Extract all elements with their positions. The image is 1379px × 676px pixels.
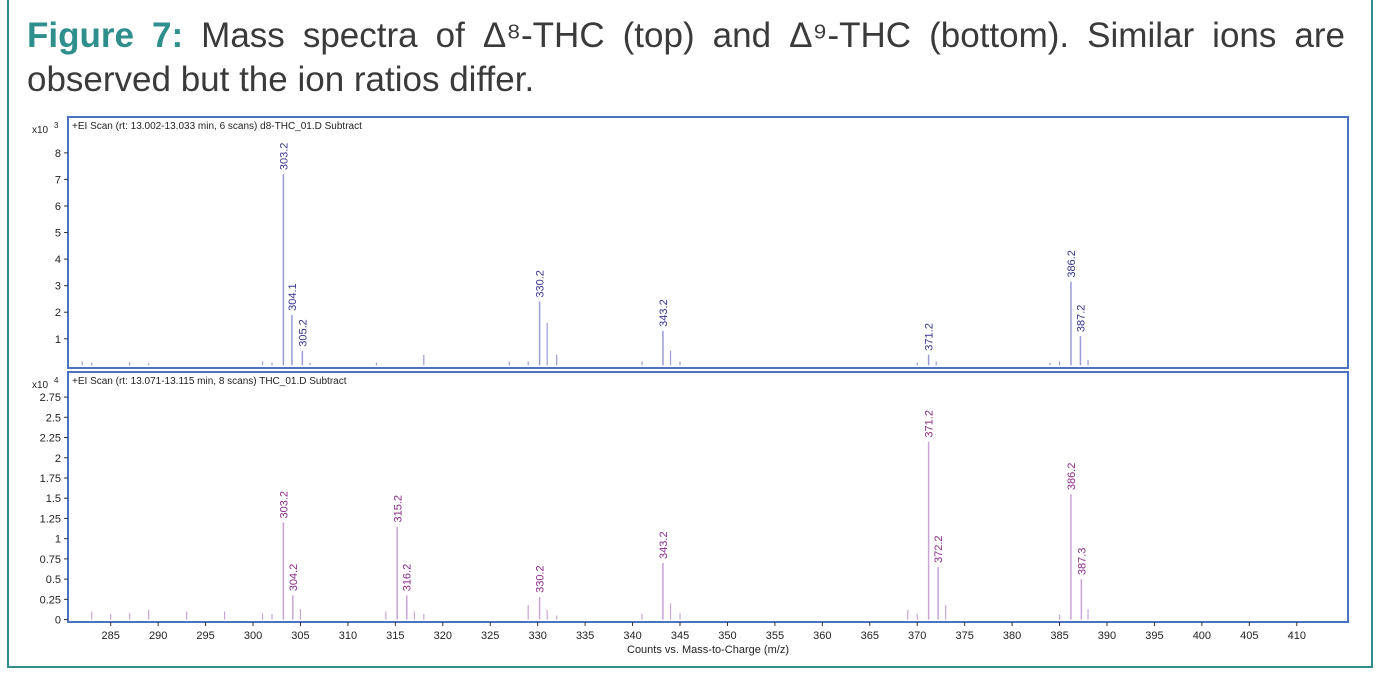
caption-label: Figure 7: bbox=[27, 16, 184, 55]
y-tick-label: 3 bbox=[55, 281, 61, 293]
x-tick-label: 315 bbox=[386, 630, 404, 642]
y-scale: x10 bbox=[32, 125, 49, 136]
y-tick-label: 0.5 bbox=[46, 574, 61, 586]
peak-label: 304.2 bbox=[288, 564, 300, 592]
peak-label: 387.3 bbox=[1076, 548, 1088, 576]
peak-label: 386.2 bbox=[1066, 463, 1078, 491]
x-tick-label: 355 bbox=[766, 630, 784, 642]
peak-label: 371.2 bbox=[924, 410, 936, 438]
x-tick-label: 305 bbox=[291, 630, 309, 642]
panel-frame bbox=[67, 116, 1349, 369]
peak-label: 304.1 bbox=[287, 283, 299, 311]
x-tick-label: 395 bbox=[1145, 630, 1163, 642]
x-tick-label: 320 bbox=[434, 630, 452, 642]
x-tick-label: 380 bbox=[1003, 630, 1021, 642]
peak-label: 315.2 bbox=[392, 495, 404, 523]
panel-frame bbox=[67, 371, 1349, 623]
x-tick-label: 340 bbox=[623, 630, 641, 642]
x-axis-label: Counts vs. Mass-to-Charge (m/z) bbox=[627, 644, 789, 656]
y-tick-label: 2 bbox=[55, 453, 61, 465]
y-tick-label: 1 bbox=[55, 534, 61, 546]
peak-label: 343.2 bbox=[658, 299, 670, 327]
y-scale-exponent: 3 bbox=[54, 121, 59, 130]
y-tick-label: 1.25 bbox=[40, 513, 61, 525]
x-tick-label: 385 bbox=[1050, 630, 1068, 642]
y-tick-label: 2.5 bbox=[46, 412, 61, 424]
x-tick-label: 390 bbox=[1098, 630, 1116, 642]
peak-label: 343.2 bbox=[658, 531, 670, 559]
x-tick-label: 325 bbox=[481, 630, 499, 642]
peak-label: 330.2 bbox=[535, 270, 547, 298]
y-tick-label: 1 bbox=[55, 334, 61, 346]
peak-label: 303.2 bbox=[278, 491, 290, 519]
peak-label: 305.2 bbox=[297, 319, 309, 347]
y-scale: x10 bbox=[32, 380, 49, 391]
x-tick-label: 365 bbox=[861, 630, 879, 642]
peak-label: 387.2 bbox=[1075, 305, 1087, 333]
y-tick-label: 0 bbox=[55, 615, 61, 627]
x-tick-label: 345 bbox=[671, 630, 689, 642]
y-tick-label: 7 bbox=[55, 174, 61, 186]
x-tick-label: 410 bbox=[1288, 630, 1306, 642]
x-tick-label: 285 bbox=[102, 630, 120, 642]
x-tick-label: 360 bbox=[813, 630, 831, 642]
panel-header: +EI Scan (rt: 13.002-13.033 min, 6 scans… bbox=[72, 121, 362, 132]
y-tick-label: 1.5 bbox=[46, 493, 61, 505]
x-tick-label: 330 bbox=[529, 630, 547, 642]
y-tick-label: 2.25 bbox=[40, 433, 61, 445]
panel-header: +EI Scan (rt: 13.071-13.115 min, 8 scans… bbox=[72, 376, 347, 387]
y-tick-label: 4 bbox=[55, 254, 61, 266]
x-tick-label: 400 bbox=[1193, 630, 1211, 642]
x-tick-label: 335 bbox=[576, 630, 594, 642]
x-tick-label: 290 bbox=[149, 630, 167, 642]
x-tick-label: 300 bbox=[244, 630, 262, 642]
y-tick-label: 1.75 bbox=[40, 473, 61, 485]
x-tick-label: 375 bbox=[955, 630, 973, 642]
peak-label: 303.2 bbox=[278, 143, 290, 171]
y-tick-label: 0.75 bbox=[40, 554, 61, 566]
x-tick-label: 405 bbox=[1240, 630, 1258, 642]
x-tick-label: 350 bbox=[718, 630, 736, 642]
y-tick-label: 2.75 bbox=[40, 392, 61, 404]
y-tick-label: 6 bbox=[55, 201, 61, 213]
caption: Figure 7: Mass spectra of Δ⁸-THC (top) a… bbox=[27, 14, 1345, 102]
y-tick-label: 0.25 bbox=[40, 594, 61, 606]
x-tick-label: 295 bbox=[196, 630, 214, 642]
peak-label: 371.2 bbox=[924, 323, 936, 351]
frame bbox=[7, 0, 1373, 668]
x-tick-label: 370 bbox=[908, 630, 926, 642]
peak-label: 316.2 bbox=[402, 564, 414, 592]
peak-label: 330.2 bbox=[535, 565, 547, 593]
peak-label: 386.2 bbox=[1066, 250, 1078, 278]
peak-label: 372.2 bbox=[933, 535, 945, 563]
x-tick-label: 310 bbox=[339, 630, 357, 642]
y-scale-exponent: 4 bbox=[54, 376, 59, 385]
caption-text: Mass spectra of Δ⁸-THC (top) and Δ⁹-THC … bbox=[27, 16, 1345, 99]
y-tick-label: 8 bbox=[55, 148, 61, 160]
y-tick-label: 2 bbox=[55, 307, 61, 319]
y-tick-label: 5 bbox=[55, 228, 61, 240]
